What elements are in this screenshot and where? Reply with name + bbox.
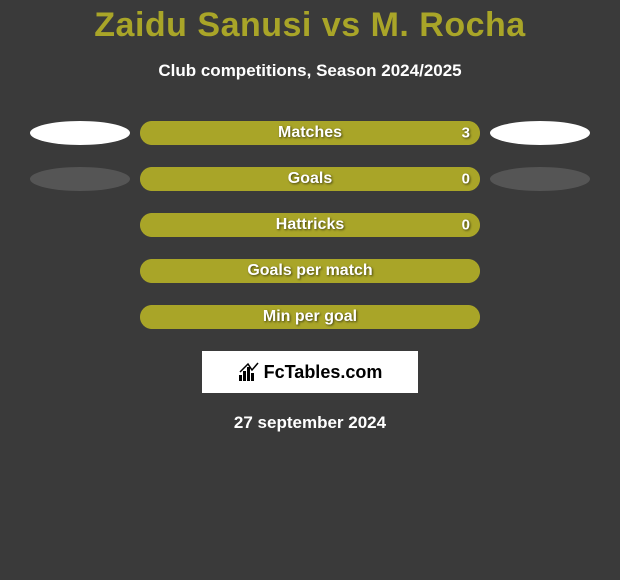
stat-rows: Matches 3 Goals 0 Hattricks 0 Goals per match M… [0,121,620,329]
date-text: 27 september 2024 [0,413,620,433]
stat-label: Hattricks [276,216,344,234]
bar-fill-right [310,167,480,191]
logo-box: FcTables.com [202,351,418,393]
bar-fill-left [140,167,310,191]
stat-row: Hattricks 0 [0,213,620,237]
stat-bar: Min per goal [140,305,480,329]
stat-row: Goals 0 [0,167,620,191]
logo-text: FcTables.com [264,362,383,383]
stat-label: Min per goal [263,308,357,326]
subtitle: Club competitions, Season 2024/2025 [0,61,620,81]
stat-value-right: 0 [462,217,470,234]
stat-label: Goals per match [247,262,372,280]
stat-row: Goals per match [0,259,620,283]
stat-label: Matches [278,124,342,142]
page-title: Zaidu Sanusi vs M. Rocha [0,6,620,45]
ellipse-spacer [30,305,130,329]
stat-row: Min per goal [0,305,620,329]
stat-row: Matches 3 [0,121,620,145]
bar-chart-icon [238,362,260,382]
ellipse-right [490,121,590,145]
stat-value-right: 0 [462,171,470,188]
ellipse-spacer [490,259,590,283]
stat-bar: Hattricks 0 [140,213,480,237]
ellipse-spacer [30,259,130,283]
ellipse-spacer [490,213,590,237]
comparison-chart: Zaidu Sanusi vs M. Rocha Club competitio… [0,0,620,433]
ellipse-left [30,121,130,145]
stat-bar: Matches 3 [140,121,480,145]
stat-bar: Goals 0 [140,167,480,191]
ellipse-spacer [30,213,130,237]
bar-fill-left [140,121,293,145]
stat-bar: Goals per match [140,259,480,283]
ellipse-right [490,167,590,191]
stat-label: Goals [288,170,332,188]
ellipse-left [30,167,130,191]
stat-value-right: 3 [462,125,470,142]
ellipse-spacer [490,305,590,329]
